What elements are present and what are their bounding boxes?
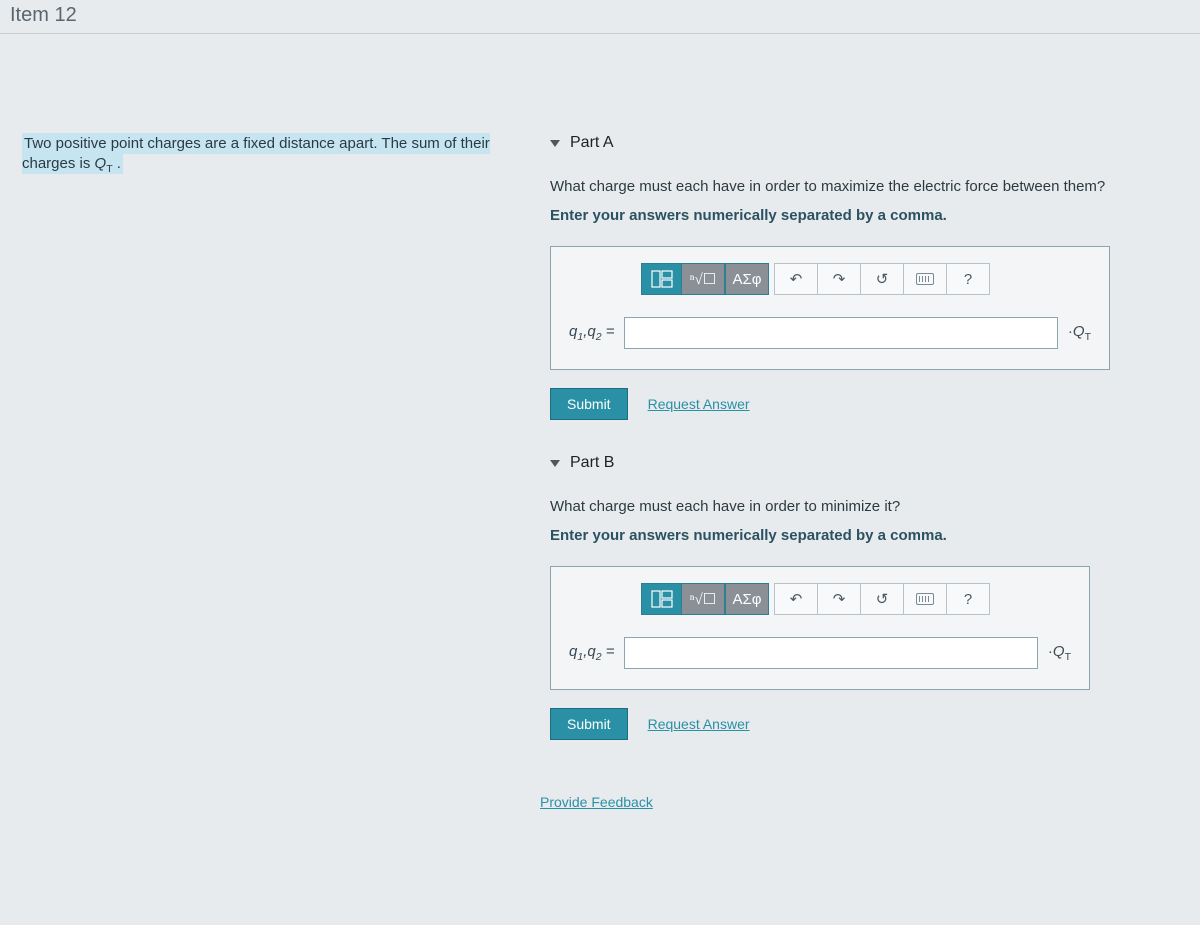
item-header: Item 12 [0,0,1200,34]
part-b-unit: ·QT [1048,643,1071,663]
part-a: Part A What charge must each have in ord… [550,134,1170,420]
undo-button[interactable]: ↶ [774,263,818,295]
submit-button[interactable]: Submit [550,388,628,420]
part-b-input-row: q1,q2 = ·QT [569,637,1071,669]
greek-letters-button[interactable]: ΑΣφ [725,263,769,295]
keyboard-icon [916,593,934,605]
part-a-instruction: Enter your answers numerically separated… [550,207,1170,224]
reset-button[interactable]: ↺ [860,263,904,295]
part-a-lhs: q1,q2 = [569,323,614,343]
keyboard-button[interactable] [903,263,947,295]
math-root-button[interactable]: ⁿ√☐ [681,263,725,295]
templates-button[interactable] [641,583,681,615]
content-area: Two positive point charges are a fixed d… [0,34,1200,812]
submit-button[interactable]: Submit [550,708,628,740]
undo-button[interactable]: ↶ [774,583,818,615]
part-b-input[interactable] [624,637,1037,669]
templates-button[interactable] [641,263,681,295]
part-a-input-row: q1,q2 = ·QT [569,317,1091,349]
part-b-instruction: Enter your answers numerically separated… [550,527,1170,544]
part-a-header[interactable]: Part A [550,134,1170,152]
part-a-actions: Submit Request Answer [550,388,1170,420]
provide-feedback-link[interactable]: Provide Feedback [540,794,653,810]
part-b-toolbar: ⁿ√☐ ΑΣφ ↶ ↷ ↺ ? [641,583,1071,615]
part-a-input[interactable] [624,317,1057,349]
redo-button[interactable]: ↷ [817,263,861,295]
part-b-title: Part B [570,454,614,472]
caret-down-icon [550,140,560,147]
caret-down-icon [550,460,560,467]
part-b-header[interactable]: Part B [550,454,1170,472]
redo-button[interactable]: ↷ [817,583,861,615]
keyboard-button[interactable] [903,583,947,615]
help-button[interactable]: ? [946,263,990,295]
problem-prompt: Two positive point charges are a fixed d… [22,133,490,174]
part-b-lhs: q1,q2 = [569,643,614,663]
part-a-title: Part A [570,134,614,152]
answer-column: Part A What charge must each have in ord… [540,134,1200,812]
problem-prompt-column: Two positive point charges are a fixed d… [0,134,540,812]
part-a-toolbar: ⁿ√☐ ΑΣφ ↶ ↷ ↺ ? [641,263,1091,295]
part-b: Part B What charge must each have in ord… [550,454,1170,740]
reset-button[interactable]: ↺ [860,583,904,615]
request-answer-link[interactable]: Request Answer [648,716,750,732]
math-root-button[interactable]: ⁿ√☐ [681,583,725,615]
keyboard-icon [916,273,934,285]
part-b-question: What charge must each have in order to m… [550,498,1170,515]
greek-letters-button[interactable]: ΑΣφ [725,583,769,615]
part-a-question: What charge must each have in order to m… [550,178,1170,195]
request-answer-link[interactable]: Request Answer [648,396,750,412]
part-a-answer-box: ⁿ√☐ ΑΣφ ↶ ↷ ↺ ? q1,q2 = ·QT [550,246,1110,370]
help-button[interactable]: ? [946,583,990,615]
part-b-actions: Submit Request Answer [550,708,1170,740]
part-b-answer-box: ⁿ√☐ ΑΣφ ↶ ↷ ↺ ? q1,q2 = ·QT [550,566,1090,690]
part-a-unit: ·QT [1068,323,1091,343]
